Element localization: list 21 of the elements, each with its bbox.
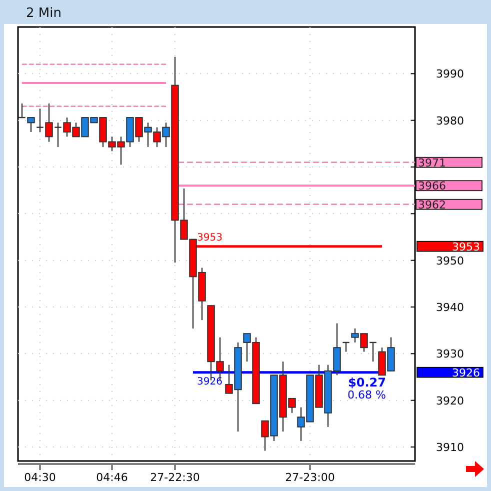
y-tick-label: 3910 bbox=[436, 441, 464, 454]
x-tick-label: 27-23:00 bbox=[285, 471, 335, 484]
y-tick-label: 3930 bbox=[436, 348, 464, 361]
x-tick-label: 04:46 bbox=[96, 471, 128, 484]
annotation: 0.68 % bbox=[348, 388, 386, 402]
y-tick-label: 3990 bbox=[436, 68, 464, 81]
ref-line-label: 3953 bbox=[197, 232, 222, 244]
annotation: $0.27 bbox=[348, 375, 386, 390]
chart-title: 2 Min bbox=[26, 6, 62, 21]
ref-line-label: 3966 bbox=[418, 180, 446, 193]
ref-line-label: 3926 bbox=[197, 376, 222, 388]
text: 3926 bbox=[452, 366, 480, 380]
text: 3953 bbox=[452, 240, 480, 254]
x-tick-label: 27-22:30 bbox=[150, 471, 200, 484]
ref-line-label: 3962 bbox=[418, 198, 446, 212]
y-tick-label: 3920 bbox=[436, 394, 464, 408]
x-tick-label: 04:30 bbox=[24, 471, 56, 484]
ref-line-label: 3971 bbox=[418, 156, 446, 170]
y-tick-label: 3950 bbox=[436, 254, 464, 268]
y-tick-label: 3940 bbox=[436, 301, 464, 314]
y-tick-label: 3980 bbox=[436, 114, 464, 128]
